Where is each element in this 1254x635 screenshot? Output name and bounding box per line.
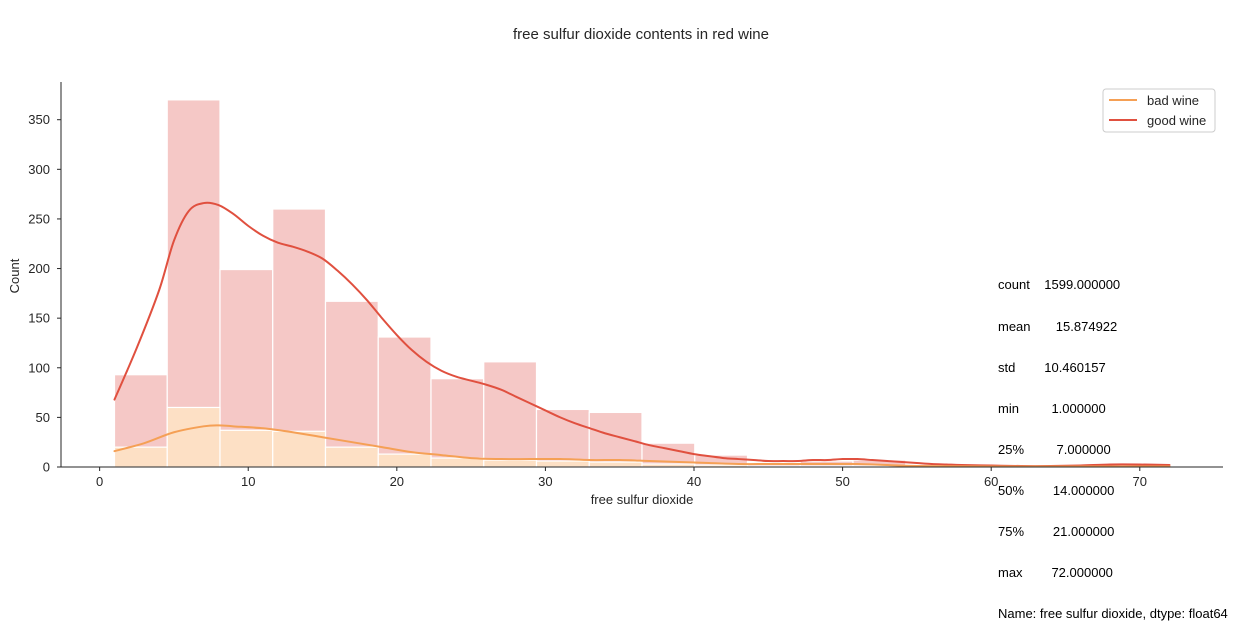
- y-tick-label: 350: [28, 112, 50, 127]
- y-tick-label: 150: [28, 311, 50, 326]
- kde-layer: [113, 201, 1171, 468]
- describe-stats-annotation: count 1599.000000 mean 15.874922 std 10.…: [998, 251, 1228, 635]
- stats-line-75: 75% 21.000000: [998, 524, 1115, 540]
- y-tick-label: 100: [28, 360, 50, 375]
- legend-label-good-wine: good wine: [1147, 113, 1206, 128]
- bar-good-wine: [483, 361, 538, 468]
- y-tick-label: 0: [43, 460, 50, 475]
- x-tick-label: 20: [390, 474, 404, 489]
- bar-bad-wine: [324, 446, 379, 468]
- y-tick-label: 250: [28, 211, 50, 226]
- stats-line-25: 25% 7.000000: [998, 441, 1111, 457]
- bar-bad-wine: [483, 459, 538, 468]
- axes: [60, 82, 1223, 468]
- histogram-chart: free sulfur dioxide contents in red wine…: [7, 26, 1223, 507]
- bar-good-wine: [430, 378, 485, 468]
- chart-title: free sulfur dioxide contents in red wine: [513, 26, 769, 43]
- x-tick-label: 0: [96, 474, 103, 489]
- stats-line-min: min 1.000000: [998, 400, 1106, 416]
- bars-layer: [113, 99, 1171, 468]
- y-tick-label: 300: [28, 162, 50, 177]
- bar-bad-wine: [377, 453, 432, 468]
- kde-line-bad-wine: [113, 424, 1171, 468]
- stats-line-50: 50% 14.000000: [998, 482, 1115, 498]
- stats-line-max: max 72.000000: [998, 565, 1113, 581]
- y-ticks: 0 50 100 150 200 250 300 350: [28, 112, 61, 475]
- x-tick-label: 30: [538, 474, 552, 489]
- bar-good-wine: [588, 411, 643, 468]
- y-tick-label: 50: [36, 410, 50, 425]
- x-tick-label: 70: [1133, 474, 1147, 489]
- legend-label-bad-wine: bad wine: [1147, 93, 1199, 108]
- y-tick-label: 200: [28, 261, 50, 276]
- kde-line-good-wine: [113, 201, 1171, 468]
- stats-line-std: std 10.460157: [998, 359, 1106, 375]
- stats-line-count: count 1599.000000: [998, 277, 1121, 293]
- bar-bad-wine: [219, 429, 274, 468]
- bar-bad-wine: [166, 406, 221, 468]
- legend: bad wine good wine: [1102, 88, 1216, 133]
- stats-line-mean: mean 15.874922: [998, 318, 1118, 334]
- x-tick-label: 60: [984, 474, 998, 489]
- bar-bad-wine: [588, 461, 643, 468]
- x-tick-label: 50: [835, 474, 849, 489]
- stats-line-name: Name: free sulfur dioxide, dtype: float6…: [998, 606, 1228, 622]
- y-axis-label: Count: [7, 258, 22, 293]
- x-axis-label: free sulfur dioxide: [591, 492, 694, 507]
- x-ticks: 0 10 20 30 40 50 60 70: [96, 467, 1147, 489]
- x-tick-label: 10: [241, 474, 255, 489]
- bar-bad-wine: [430, 457, 485, 468]
- x-tick-label: 40: [687, 474, 701, 489]
- bar-bad-wine: [535, 460, 590, 468]
